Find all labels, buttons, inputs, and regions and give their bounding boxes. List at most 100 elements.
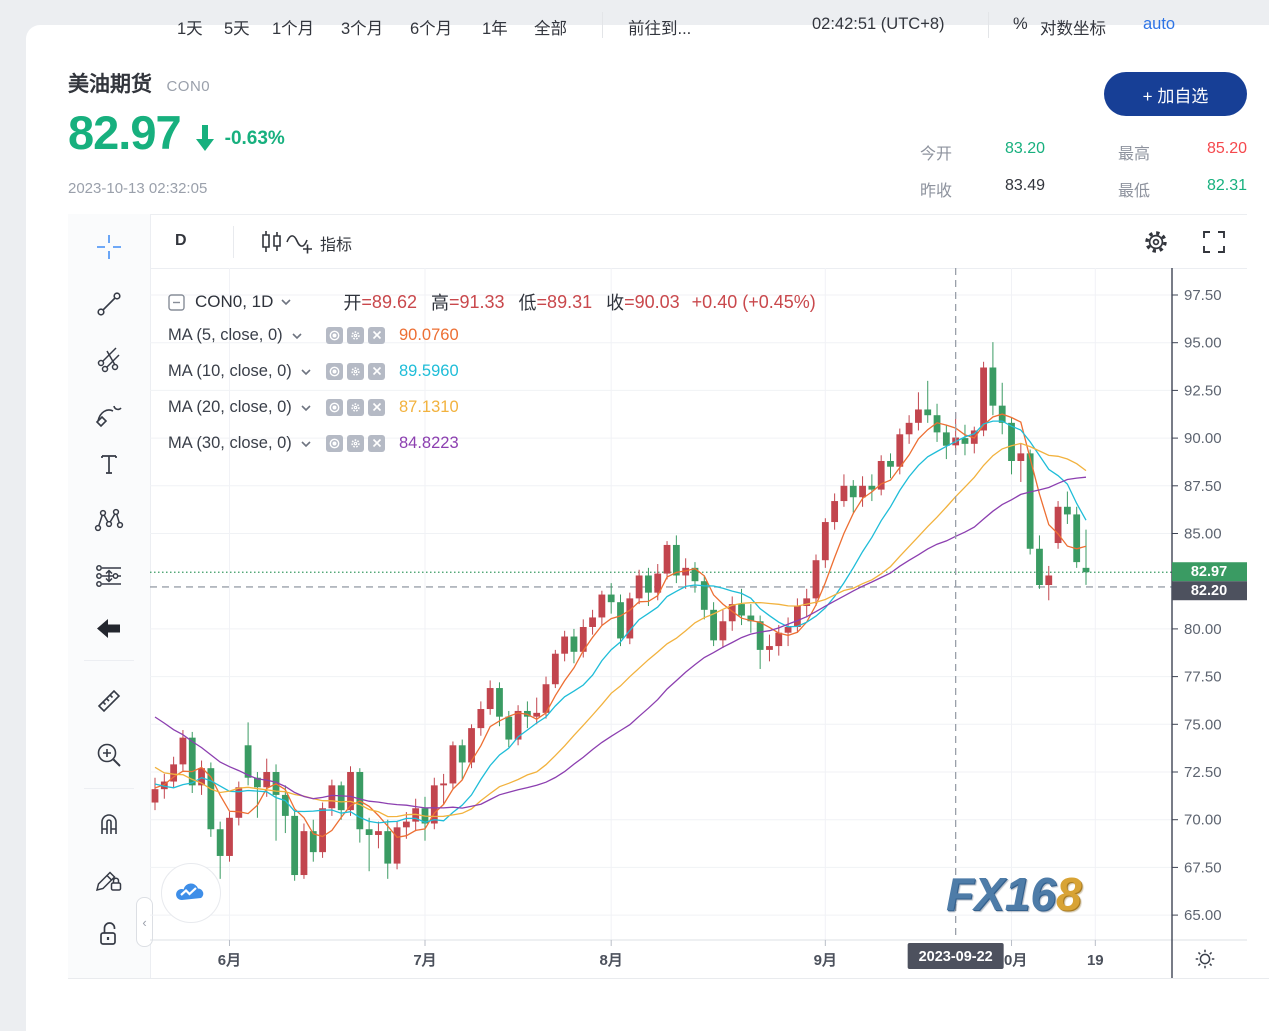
measure-tool-button[interactable] (94, 686, 124, 721)
zoom-in-tool-button[interactable] (94, 740, 124, 775)
crosshair-icon (97, 235, 121, 259)
legend-symbol[interactable]: CON0, 1D (195, 292, 274, 311)
toolbar-divider (68, 268, 1247, 269)
back-arrow-tool-button[interactable] (94, 614, 124, 649)
range-1m-button[interactable]: 1个月 (272, 20, 315, 38)
time-axis-label: 9月 (814, 952, 837, 969)
stat-open-label: 今开 (920, 146, 953, 163)
ma-5-line (154, 413, 1087, 839)
ma-settings-button[interactable] (347, 398, 364, 416)
candle-body (831, 501, 839, 523)
indicator-button[interactable]: 指标 (285, 230, 352, 256)
candle-body (570, 636, 578, 652)
price-axis-label: 95.00 (1184, 335, 1222, 352)
price-axis-label: 75.00 (1184, 716, 1222, 733)
price-axis-label: 80.00 (1184, 621, 1222, 638)
candle-body (980, 367, 987, 431)
drawing-toolbar (68, 214, 151, 978)
range-all-button[interactable]: 全部 (534, 20, 567, 38)
candle-body (384, 831, 392, 864)
range-1d-button[interactable]: 1天 (177, 20, 203, 38)
candle-body (766, 646, 773, 650)
candle-body (365, 829, 373, 835)
candle-body (319, 808, 326, 853)
price-axis-label: 92.50 (1184, 382, 1222, 399)
candle-body (719, 621, 727, 641)
candle-body (198, 768, 205, 786)
ma-visibility-button[interactable] (326, 326, 343, 344)
candlestick-chart[interactable]: 97.50 95.00 92.50 90.00 87.50 85.00 80.00 77.50… (150, 268, 1247, 978)
log-scale-button[interactable]: 对数坐标 (1040, 20, 1106, 38)
ma-label[interactable]: MA (5, close, 0) (168, 326, 326, 345)
ma-visibility-button[interactable] (326, 362, 343, 380)
fullscreen-button[interactable] (1201, 229, 1227, 260)
candle-body (887, 460, 894, 467)
ma-settings-button[interactable] (347, 326, 364, 344)
quote-timestamp: 2023-10-13 02:32:05 (68, 180, 208, 197)
candle-body (933, 415, 941, 433)
candle-body (468, 728, 475, 763)
ma-label[interactable]: MA (10, close, 0) (168, 362, 326, 381)
ma-visibility-button[interactable] (326, 398, 343, 416)
broker-logo[interactable] (161, 863, 221, 923)
brush-tool-button[interactable] (94, 399, 124, 434)
ma-remove-button[interactable] (368, 326, 385, 344)
range-3m-button[interactable]: 3个月 (341, 20, 384, 38)
gann-tool-button[interactable] (94, 344, 124, 379)
candle-body (859, 485, 866, 498)
interval-button[interactable]: D (175, 232, 187, 249)
collapse-legend-icon[interactable] (168, 293, 185, 311)
candle-body (151, 789, 159, 803)
percent-scale-button[interactable]: % (1013, 15, 1028, 33)
price-row: 82.97 -0.63% (68, 105, 285, 160)
clock-display[interactable]: 02:42:51 (UTC+8) (812, 15, 945, 33)
magnet-tool-button[interactable] (94, 809, 124, 844)
range-1y-button[interactable]: 1年 (482, 20, 508, 38)
goto-date-button[interactable]: 前往到... (628, 20, 692, 38)
projection-tool-button[interactable] (94, 561, 124, 596)
crosshair-tool-button[interactable] (94, 232, 124, 267)
ma-visibility-button[interactable] (326, 434, 343, 452)
crosshair-date-badge (907, 943, 1004, 969)
chart-settings-button[interactable] (1142, 228, 1170, 261)
fullscreen-icon (1203, 231, 1225, 253)
pattern-tool-button[interactable] (94, 505, 124, 540)
ma-remove-button[interactable] (368, 398, 385, 416)
candle-body (654, 573, 662, 593)
ma-remove-button[interactable] (368, 362, 385, 380)
lock-all-drawings-button[interactable] (94, 919, 124, 954)
candle-body (738, 604, 745, 616)
trendline-icon (97, 292, 121, 316)
current-price-badge (1172, 562, 1247, 582)
range-5d-button[interactable]: 5天 (224, 20, 250, 38)
pencil-lock-icon (95, 871, 122, 892)
ohlc-high-value: =91.33 (448, 291, 505, 312)
range-6m-button[interactable]: 6个月 (410, 20, 453, 38)
ma-remove-button[interactable] (368, 434, 385, 452)
add-watchlist-label: + 加自选 (1142, 86, 1209, 106)
add-watchlist-button[interactable]: + 加自选 (1104, 72, 1247, 116)
chevron-down-icon (301, 368, 311, 375)
ma-settings-button[interactable] (347, 362, 364, 380)
candle-body (244, 745, 252, 778)
svg-text:82.20: 82.20 (1191, 583, 1227, 599)
candle-body (803, 598, 811, 607)
ma-label[interactable]: MA (30, close, 0) (168, 434, 326, 453)
auto-scale-button[interactable]: auto (1143, 15, 1176, 33)
candle-body (430, 785, 438, 824)
price-axis-label: 67.50 (1184, 859, 1222, 876)
text-icon (101, 455, 117, 474)
candle-body (347, 772, 354, 811)
price-down-arrow-icon (195, 124, 214, 151)
drawing-lock-mode-button[interactable] (94, 864, 124, 899)
candle-body (449, 745, 457, 784)
ma-label[interactable]: MA (20, close, 0) (168, 398, 326, 417)
text-tool-button[interactable] (94, 450, 124, 485)
theme-toggle-icon[interactable] (1195, 949, 1215, 969)
svg-text:2023-09-22: 2023-09-22 (919, 949, 993, 965)
sidebar-collapse-handle[interactable]: ‹ (136, 897, 153, 947)
candle-body (477, 709, 485, 729)
trendline-tool-button[interactable] (94, 289, 124, 324)
chart-style-button[interactable] (259, 229, 285, 260)
ma-settings-button[interactable] (347, 434, 364, 452)
